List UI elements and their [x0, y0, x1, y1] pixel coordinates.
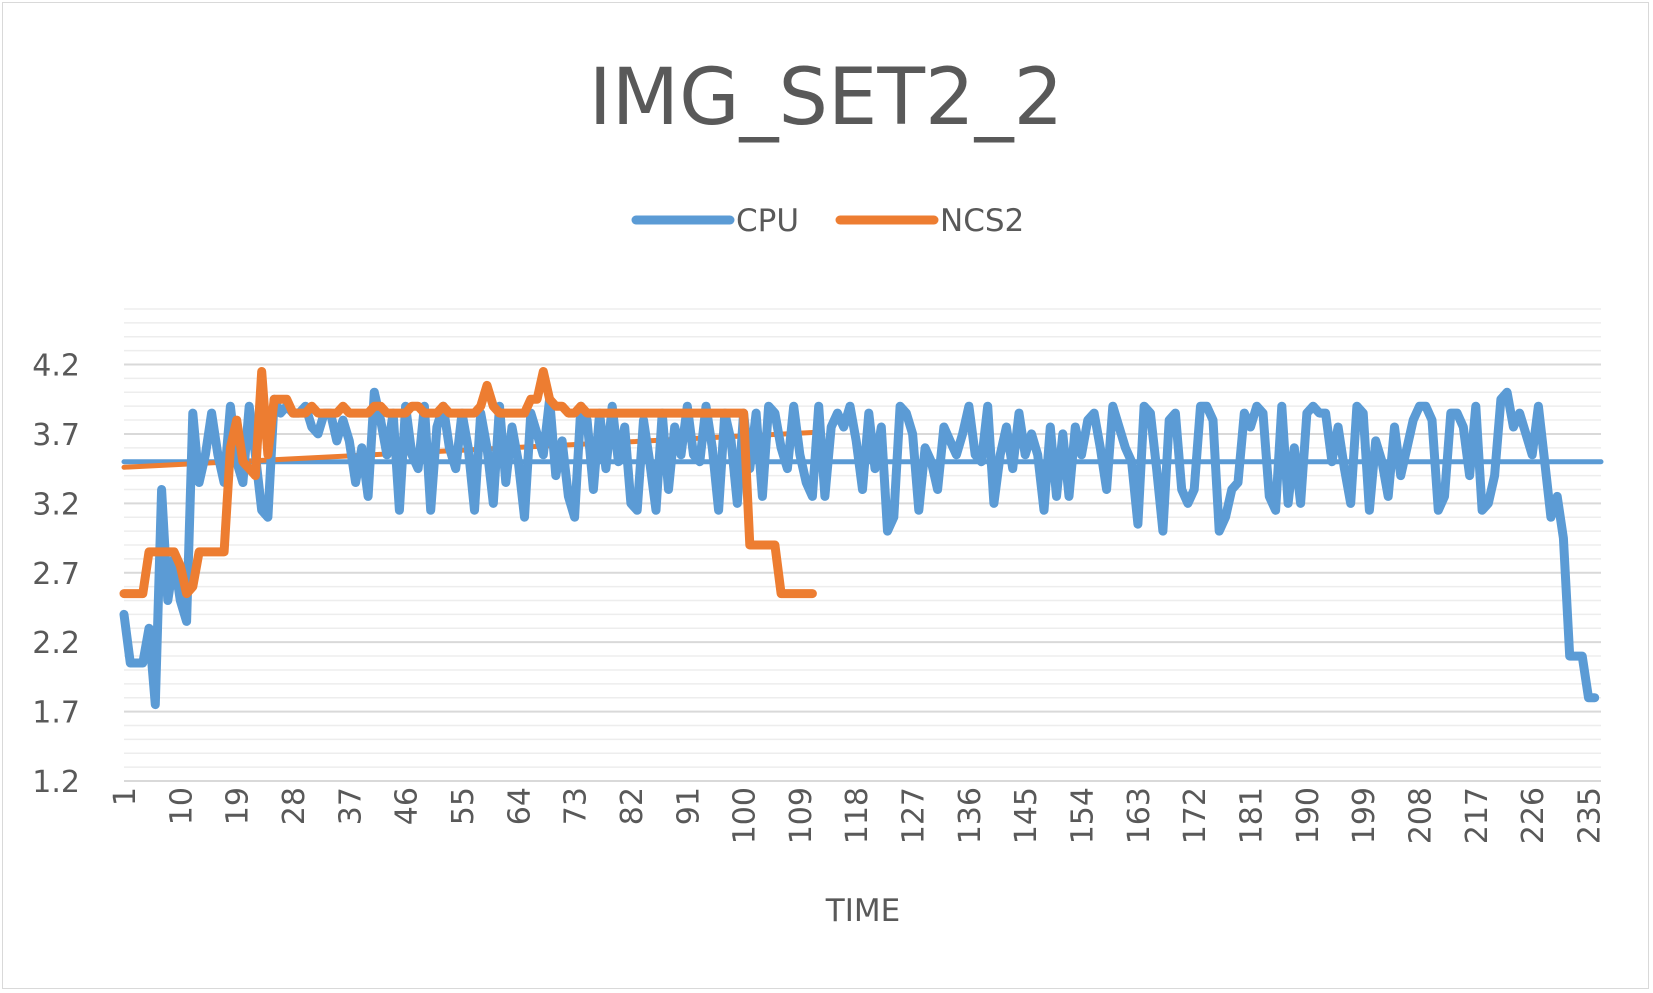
x-tick-label: 199: [1347, 787, 1382, 844]
y-tick-label: 3.7: [32, 418, 80, 453]
x-tick-label: 190: [1291, 787, 1326, 844]
y-tick-label: 1.2: [32, 765, 80, 800]
x-tick-label: 19: [221, 787, 256, 825]
x-tick-label: 109: [784, 787, 819, 844]
x-tick-label: 82: [615, 787, 650, 825]
y-axis: 1.2 1.7 2.2 2.7 3.2 3.7 4.2: [32, 349, 80, 800]
legend: CPU NCS2: [631, 203, 1024, 239]
legend-label-ncs2: NCS2: [940, 203, 1024, 239]
chart-title: IMG_SET2_2: [589, 53, 1063, 143]
x-tick-label: 28: [277, 787, 312, 825]
x-tick-label: 127: [897, 787, 932, 844]
x-tick-label: 91: [671, 787, 706, 825]
x-axis: 1 10 19 28 37 46 55 64 73 82 91 100 109 118 127 136 145 1…: [108, 787, 1607, 844]
x-tick-label: 100: [728, 787, 763, 844]
x-tick-label: 118: [840, 787, 875, 844]
x-tick-label: 172: [1178, 787, 1213, 844]
x-tick-label: 73: [559, 787, 594, 825]
x-tick-label: 46: [390, 787, 425, 825]
x-tick-label: 235: [1572, 787, 1607, 844]
x-tick-label: 37: [333, 787, 368, 825]
x-tick-label: 208: [1404, 787, 1439, 844]
series-line-ncs2: [119, 367, 817, 599]
x-tick-label: 136: [953, 787, 988, 844]
y-tick-label: 3.2: [32, 487, 80, 522]
x-tick-label: 181: [1235, 787, 1270, 844]
x-tick-label: 10: [164, 787, 199, 825]
series-line-cpu: [119, 387, 1600, 710]
x-tick-label: 64: [502, 787, 537, 825]
x-tick-label: 55: [446, 787, 481, 825]
y-tick-label: 4.2: [32, 349, 80, 384]
x-tick-label: 1: [108, 787, 143, 806]
x-tick-label: 217: [1460, 787, 1495, 844]
y-tick-label: 1.7: [32, 696, 80, 731]
legend-label-cpu: CPU: [736, 203, 799, 239]
x-tick-label: 163: [1122, 787, 1157, 844]
x-tick-label: 154: [1066, 787, 1101, 844]
gridlines: [124, 308, 1601, 782]
x-axis-title: TIME: [825, 893, 900, 929]
y-tick-label: 2.2: [32, 626, 80, 661]
x-tick-label: 145: [1009, 787, 1044, 844]
series-lines: [119, 367, 1600, 710]
y-tick-label: 2.7: [32, 557, 80, 592]
x-tick-label: 226: [1516, 787, 1551, 844]
